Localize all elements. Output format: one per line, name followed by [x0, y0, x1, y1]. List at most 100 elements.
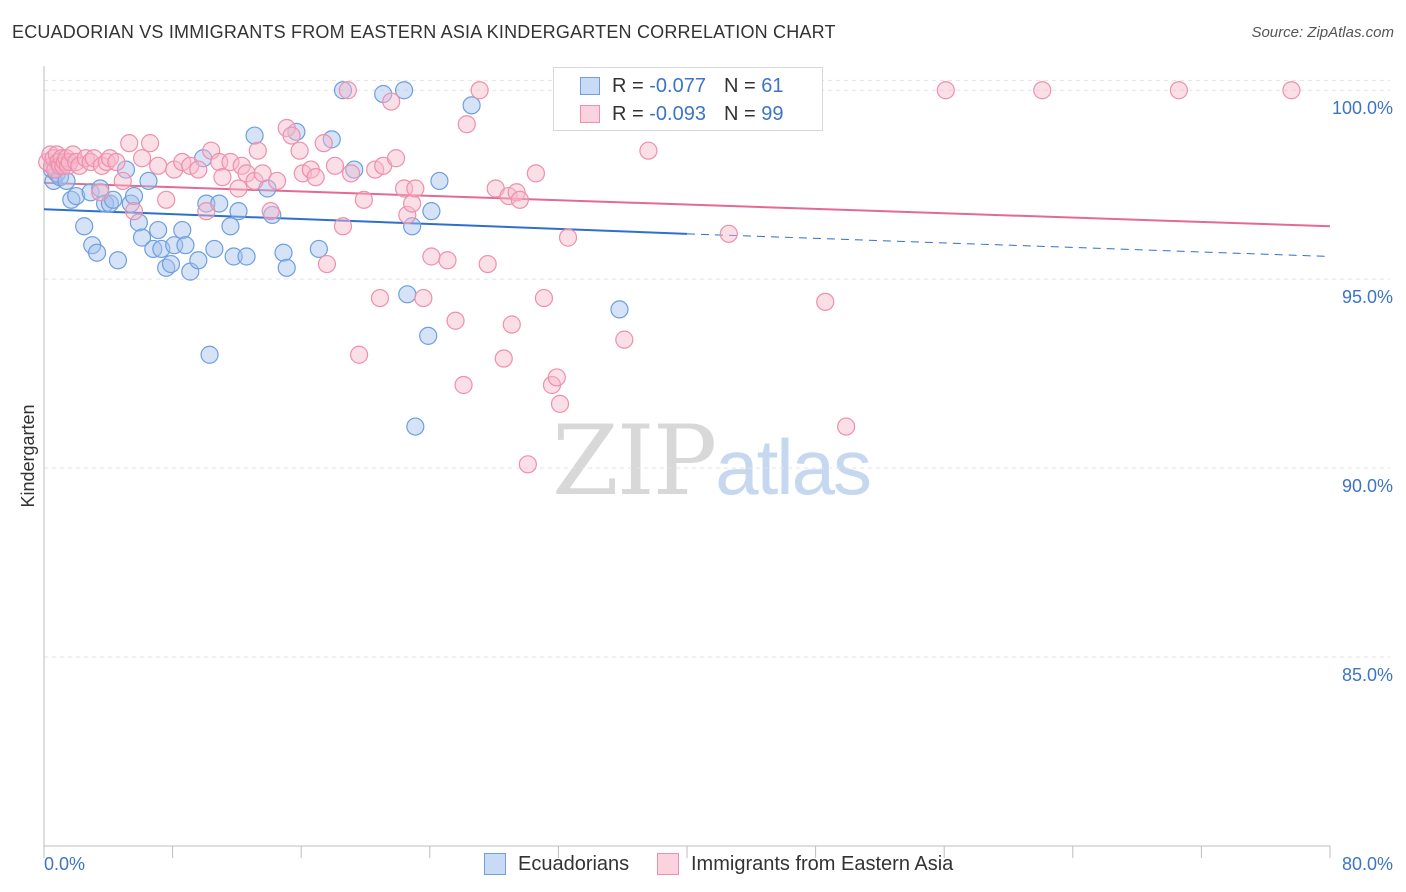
point-ecuadorians	[430, 171, 449, 191]
legend-n-value-ecuadorians: 61	[761, 74, 784, 97]
point-ecuadorians	[610, 300, 629, 319]
trend-line-ecuadorians	[43, 208, 688, 235]
point-ecuadorians	[161, 254, 181, 274]
point-ecuadorians	[87, 243, 107, 262]
point-eastern-asia	[120, 134, 139, 153]
point-eastern-asia	[338, 81, 357, 100]
axes	[43, 66, 1331, 858]
point-eastern-asia	[354, 190, 373, 209]
point-eastern-asia	[213, 168, 232, 187]
point-eastern-asia	[267, 171, 287, 191]
legend-r-label: R =	[612, 102, 644, 125]
bottom-legend-ecuadorians: Ecuadorians	[484, 852, 629, 876]
point-eastern-asia	[382, 92, 401, 111]
bottom-legend-swatch-ecuadorians	[484, 853, 506, 875]
point-eastern-asia	[253, 164, 272, 183]
point-ecuadorians	[116, 160, 136, 179]
point-ecuadorians	[462, 96, 481, 115]
point-ecuadorians	[422, 202, 441, 221]
point-ecuadorians	[57, 171, 76, 191]
point-ecuadorians	[406, 417, 425, 436]
point-eastern-asia	[403, 194, 422, 213]
point-eastern-asia	[149, 156, 168, 175]
chart-title: ECUADORIAN VS IMMIGRANTS FROM EASTERN AS…	[12, 22, 836, 42]
point-ecuadorians	[245, 126, 264, 145]
point-ecuadorians	[229, 202, 248, 221]
point-eastern-asia	[550, 394, 570, 413]
point-ecuadorians	[108, 251, 128, 270]
point-eastern-asia	[1033, 81, 1052, 100]
point-eastern-asia	[719, 224, 738, 243]
point-ecuadorians	[200, 345, 219, 364]
point-eastern-asia	[406, 179, 425, 198]
point-ecuadorians	[333, 81, 353, 100]
point-ecuadorians	[149, 220, 168, 240]
point-eastern-asia	[140, 134, 160, 153]
point-eastern-asia	[414, 288, 433, 308]
point-eastern-asia	[221, 152, 240, 172]
point-ecuadorians	[75, 217, 94, 236]
point-eastern-asia	[454, 375, 473, 395]
point-ecuadorians	[221, 217, 240, 236]
watermark-zip: ZIP	[552, 405, 717, 517]
point-eastern-asia	[534, 288, 554, 308]
point-eastern-asia	[229, 179, 248, 198]
point-ecuadorians	[129, 213, 148, 232]
point-ecuadorians	[277, 258, 296, 277]
point-eastern-asia	[189, 160, 208, 179]
point-eastern-asia	[470, 81, 489, 100]
legend-r-label: R =	[612, 74, 644, 97]
data-points	[38, 81, 1301, 474]
point-eastern-asia	[113, 171, 132, 191]
x-tick-label: 0.0%	[44, 854, 85, 874]
point-eastern-asia	[558, 228, 578, 247]
legend-r-value-ecuadorians: -0.077	[649, 74, 706, 97]
point-eastern-asia	[547, 368, 566, 387]
point-eastern-asia	[398, 205, 417, 225]
bottom-legend-label-eastern-asia: Immigrants from Eastern Asia	[691, 852, 954, 875]
point-ecuadorians	[224, 247, 243, 266]
point-eastern-asia	[317, 254, 337, 274]
y-tick-label: 100.0%	[1332, 98, 1393, 118]
y-tick-label: 90.0%	[1342, 476, 1393, 496]
y-axis-label: Kindergarten	[18, 404, 38, 507]
point-eastern-asia	[639, 141, 658, 160]
point-eastern-asia	[438, 251, 457, 270]
point-ecuadorians	[237, 247, 256, 266]
watermark: ZIPatlas	[552, 405, 872, 517]
point-eastern-asia	[494, 349, 513, 368]
point-ecuadorians	[197, 194, 216, 213]
trend-lines	[43, 181, 1331, 257]
x-tick-label: 80.0%	[1342, 854, 1393, 874]
point-eastern-asia	[816, 292, 835, 311]
point-eastern-asia	[91, 183, 110, 202]
point-eastern-asia	[333, 217, 353, 236]
point-eastern-asia	[282, 126, 301, 145]
legend-n-label: N =	[723, 74, 756, 97]
point-eastern-asia	[422, 247, 441, 266]
point-eastern-asia	[107, 152, 126, 172]
point-ecuadorians	[124, 186, 144, 206]
point-eastern-asia	[248, 141, 267, 160]
point-ecuadorians	[67, 186, 86, 206]
point-eastern-asia	[502, 315, 521, 334]
point-eastern-asia	[386, 149, 406, 168]
legend-n-value-eastern-asia: 99	[761, 102, 784, 125]
point-eastern-asia	[446, 311, 465, 330]
point-eastern-asia	[132, 149, 152, 168]
point-eastern-asia	[325, 156, 345, 175]
point-eastern-asia	[314, 134, 333, 153]
point-eastern-asia	[478, 254, 497, 274]
watermark-atlas: atlas	[715, 423, 872, 511]
point-eastern-asia	[837, 417, 856, 436]
point-ecuadorians	[139, 171, 158, 191]
y-tick-label: 95.0%	[1342, 287, 1393, 307]
point-eastern-asia	[518, 455, 537, 474]
point-eastern-asia	[349, 345, 369, 364]
axis-labels: 85.0% 90.0% 95.0% 100.0% 0.0% 80.0% Kindergart…	[18, 98, 1393, 874]
point-ecuadorians	[274, 243, 293, 262]
point-eastern-asia	[457, 115, 476, 134]
chart-source: Source: ZipAtlas.com	[1251, 24, 1394, 41]
point-eastern-asia	[157, 190, 176, 209]
